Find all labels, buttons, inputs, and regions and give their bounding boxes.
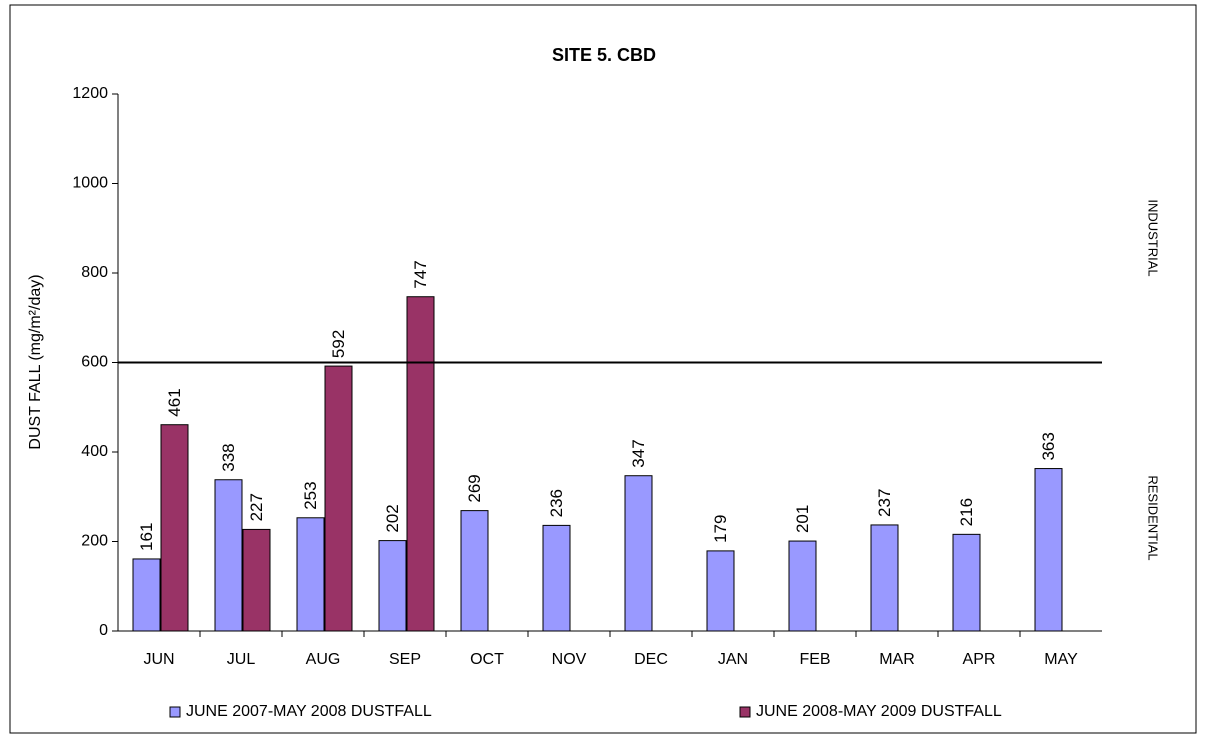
data-label: 237 [875, 489, 894, 517]
x-tick-label: JUL [227, 651, 256, 668]
y-tick-label: 200 [81, 533, 108, 550]
bar [324, 365, 353, 632]
y-tick-label: 400 [81, 443, 108, 460]
zone-label: RESIDENTIAL [1146, 475, 1161, 560]
bar [132, 558, 161, 632]
chart-frame [9, 4, 1197, 734]
data-label: 236 [547, 489, 566, 517]
x-tick-label: FEB [799, 651, 830, 668]
zone-label: INDUSTRIAL [1146, 199, 1161, 276]
bar [624, 475, 653, 632]
data-label: 592 [329, 330, 348, 358]
x-tick-label: MAY [1044, 651, 1078, 668]
data-label: 253 [301, 481, 320, 509]
bar [870, 524, 899, 632]
bar [406, 296, 435, 632]
legend-label: JUNE 2007-MAY 2008 DUSTFALL [186, 703, 432, 720]
legend-swatch [739, 706, 751, 718]
data-label: 747 [411, 260, 430, 288]
data-label: 179 [711, 515, 730, 543]
bar [1034, 468, 1063, 632]
data-label: 216 [957, 498, 976, 526]
y-tick-label: 1000 [72, 175, 108, 192]
bar [542, 524, 571, 632]
data-label: 461 [165, 388, 184, 416]
data-label: 347 [629, 439, 648, 467]
data-label: 161 [137, 523, 156, 551]
bar [952, 533, 981, 632]
y-tick-label: 1200 [72, 85, 108, 102]
legend-swatch [169, 706, 181, 718]
data-label: 338 [219, 443, 238, 471]
bar [214, 479, 243, 632]
data-label: 363 [1039, 432, 1058, 460]
data-label: 227 [247, 493, 266, 521]
bar [160, 424, 189, 632]
bar [242, 528, 271, 632]
data-label: 269 [465, 474, 484, 502]
x-tick-label: APR [963, 651, 996, 668]
x-tick-label: MAR [879, 651, 915, 668]
bar [378, 540, 407, 632]
x-tick-label: SEP [389, 651, 421, 668]
x-tick-label: OCT [470, 651, 504, 668]
x-tick-label: JUN [143, 651, 174, 668]
y-tick-label: 600 [81, 354, 108, 371]
chart-title: SITE 5. CBD [552, 45, 656, 65]
data-label: 202 [383, 504, 402, 532]
data-label: 201 [793, 505, 812, 533]
bar [460, 510, 489, 632]
bar [296, 517, 325, 632]
bar [706, 550, 735, 632]
y-tick-label: 0 [99, 622, 108, 639]
y-axis-label: DUST FALL (mg/m²/day) [27, 274, 44, 449]
y-tick-label: 800 [81, 264, 108, 281]
x-tick-label: DEC [634, 651, 668, 668]
x-tick-label: NOV [552, 651, 587, 668]
x-tick-label: AUG [306, 651, 341, 668]
bar [788, 540, 817, 632]
legend-label: JUNE 2008-MAY 2009 DUSTFALL [756, 703, 1002, 720]
x-tick-label: JAN [718, 651, 748, 668]
